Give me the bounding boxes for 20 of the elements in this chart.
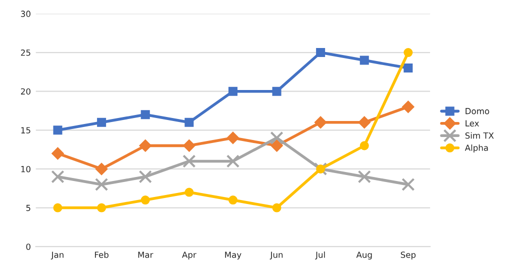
y-tick-label: 25 <box>20 50 30 56</box>
y-tick-label: 0 <box>26 244 30 250</box>
y-tick-label: 20 <box>20 88 30 95</box>
x-tick-label: Jun <box>270 252 283 260</box>
x-tick-label: May <box>225 252 242 260</box>
x-tick-label: Aug <box>356 252 372 260</box>
x-tick-label: Jul <box>315 251 325 260</box>
x-tick-label: Feb <box>94 251 108 258</box>
x-tick-label: Apr <box>182 252 196 260</box>
legend-label: Domo <box>466 108 490 114</box>
y-tick-label: 15 <box>21 127 30 134</box>
legend-label: Sim TX <box>465 132 494 139</box>
x-tick-label: Mar <box>138 252 154 258</box>
y-tick-label: 5 <box>26 204 30 212</box>
y-tick-label: 30 <box>21 10 30 17</box>
legend-label: Lex <box>466 120 479 126</box>
legend-label: Alpha <box>464 144 488 153</box>
x-tick-label: Sep <box>400 252 416 260</box>
x-tick-label: Jan <box>50 252 64 260</box>
y-tick-label: 10 <box>21 166 30 172</box>
